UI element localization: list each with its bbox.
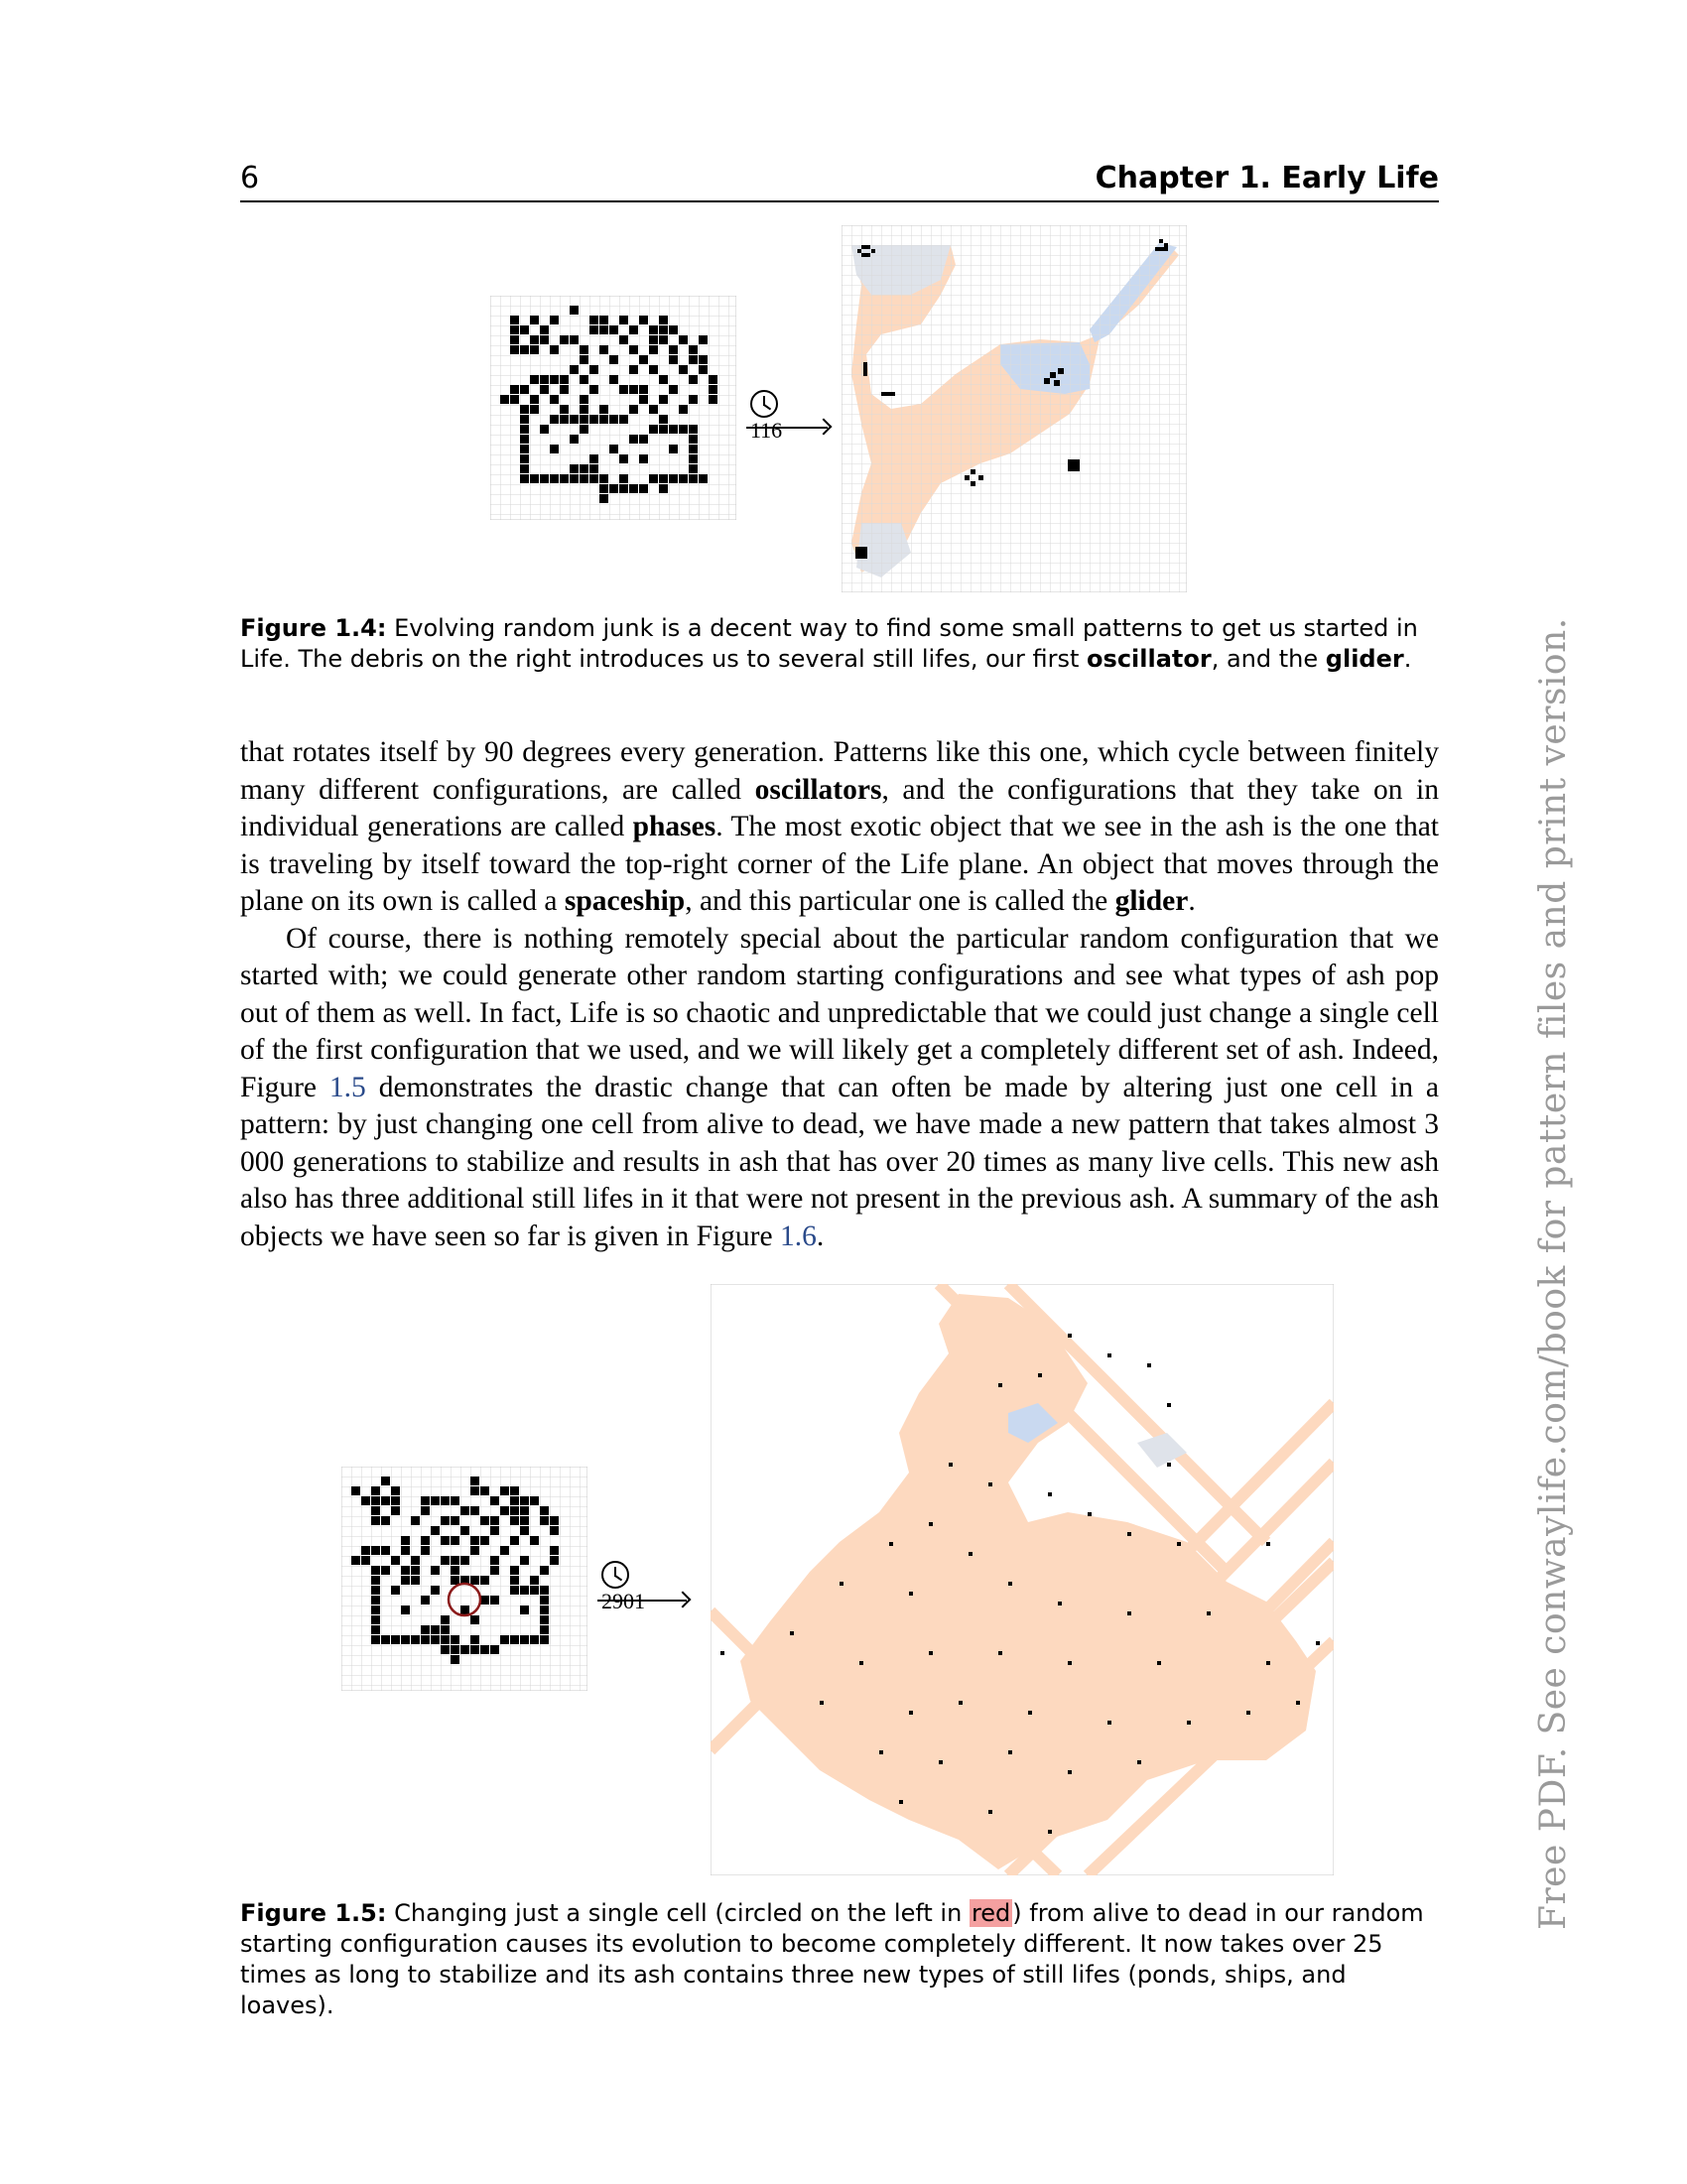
paragraph-2: Of course, there is nothing remotely spe…: [240, 921, 1439, 1256]
body-text: that rotates itself by 90 degrees every …: [240, 734, 1439, 1255]
fig14-ash-cells: [855, 239, 1168, 559]
fig15-ash-region: [711, 1284, 1334, 1875]
fig15-live-cells: [351, 1477, 559, 1664]
fig14-caption-term-oscillator: oscillator: [1087, 645, 1212, 673]
changed-cell-circle: [447, 1582, 482, 1617]
figure-ref-1-6[interactable]: 1.6: [779, 1220, 817, 1252]
fig15-caption-text-2: ) from alive to dead in our random start…: [240, 1899, 1424, 2019]
clock-icon: [601, 1560, 629, 1589]
p1-text-c: . The most exotic object that we see in …: [240, 811, 1440, 917]
figure-1-4-caption: Figure 1.4: Evolving random junk is a de…: [240, 613, 1439, 675]
fig15-ash-cells: [720, 1334, 1320, 1834]
p2-text-b: demonstrates the drastic change that can…: [240, 1071, 1439, 1252]
p2-text-a: Of course, there is nothing remotely spe…: [240, 922, 1439, 1103]
figure-1-4-label: Figure 1.4:: [240, 614, 387, 642]
p1-text-e: .: [1188, 885, 1196, 917]
fig15-caption-text-1: Changing just a single cell (circled on …: [394, 1899, 970, 1927]
fig15-initial-grid: [341, 1467, 587, 1691]
fig14-caption-term-glider: glider: [1325, 645, 1404, 673]
term-oscillators: oscillators: [754, 773, 882, 806]
figure-ref-1-5[interactable]: 1.5: [328, 1071, 366, 1103]
fig14-generation-count: 116: [750, 417, 783, 443]
chapter-title: Chapter 1. Early Life: [1095, 161, 1439, 195]
fig14-live-cells: [500, 306, 717, 503]
term-spaceship: spaceship: [564, 885, 686, 917]
running-header: 6 Chapter 1. Early Life: [240, 157, 1439, 202]
clock-icon: [750, 389, 778, 418]
fig14-timer: 116: [750, 389, 782, 444]
fig14-result-grid: [842, 225, 1187, 592]
p2-text-c: .: [816, 1220, 825, 1252]
fig14-initial-grid: [490, 296, 736, 520]
fig15-arrow: [597, 1600, 687, 1602]
fig14-caption-text-1: Evolving random junk is a decent way to …: [240, 614, 1418, 673]
fig15-caption-highlight-red: red: [969, 1899, 1013, 1927]
figure-1-5-label: Figure 1.5:: [240, 1899, 387, 1927]
p1-text-b: , and the configurations that they take …: [240, 773, 1440, 843]
sidebar-watermark: Free PDF. See conwaylife.com/book for pa…: [1533, 617, 1574, 1930]
fig15-timer: 2901: [601, 1560, 645, 1614]
term-phases: phases: [632, 811, 716, 842]
fig14-caption-text-2: , and the: [1211, 645, 1326, 673]
fig14-arrow: [746, 427, 828, 429]
paragraph-1: that rotates itself by 90 degrees every …: [240, 734, 1439, 921]
p1-text-a: that rotates itself by 90 degrees every …: [240, 736, 1439, 806]
page-number: 6: [240, 161, 260, 195]
fig14-caption-text-3: .: [1403, 645, 1412, 673]
fig15-result-grid: [711, 1284, 1334, 1875]
term-glider: glider: [1114, 885, 1189, 917]
figure-1-5-caption: Figure 1.5: Changing just a single cell …: [240, 1898, 1439, 2021]
p1-text-d: , and this particular one is called the: [685, 885, 1115, 917]
